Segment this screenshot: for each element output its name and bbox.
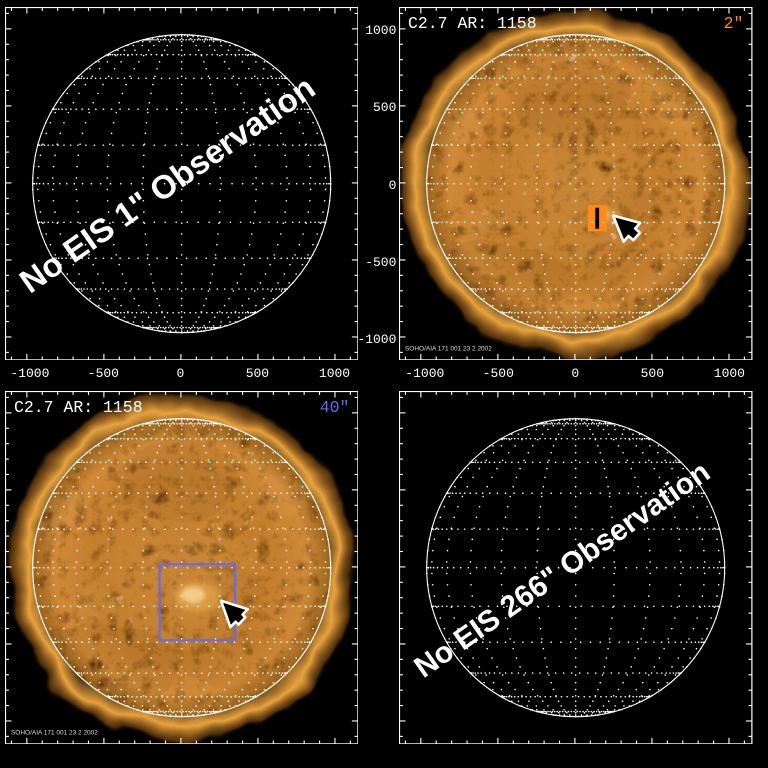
svg-text:SOHO/AIA 171 001 23 2 2002: SOHO/AIA 171 001 23 2 2002 xyxy=(405,345,492,352)
svg-text:C2.7 AR: 1158: C2.7 AR: 1158 xyxy=(13,398,142,417)
svg-text:SOHO/AIA 171 001 23 2 2002: SOHO/AIA 171 001 23 2 2002 xyxy=(10,729,97,736)
svg-text:C2.7 AR: 1158: C2.7 AR: 1158 xyxy=(408,14,537,33)
